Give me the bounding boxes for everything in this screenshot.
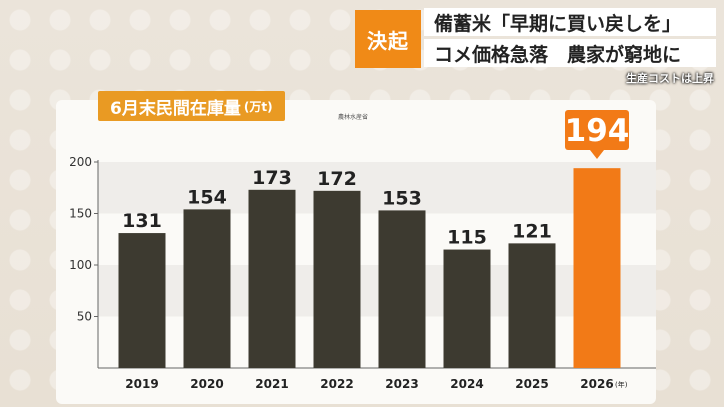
grid-band	[98, 162, 656, 214]
data-label-highlight: 194	[565, 113, 630, 149]
data-label: 153	[382, 187, 422, 209]
headline-line-1: 備蓄米「早期に買い戻しを」	[424, 8, 716, 36]
y-tick-label: 150	[69, 207, 92, 221]
data-label: 131	[122, 210, 162, 232]
x-tick-label: 2021	[255, 377, 288, 391]
callout-box	[565, 110, 629, 150]
y-tick-label: 50	[77, 310, 92, 324]
bar	[118, 233, 166, 368]
data-label: 172	[317, 168, 357, 190]
x-axis: 2019 2020 2021 2022 2023 2024 2025 2026 (年)	[125, 377, 627, 391]
grid-bands	[98, 162, 656, 317]
data-labels: 131 154 173 172 153 115 121	[122, 167, 552, 249]
bar	[248, 189, 296, 368]
headline-line-2: コメ価格急落 農家が窮地に	[424, 39, 716, 67]
data-label: 154	[187, 186, 227, 208]
bar	[313, 190, 361, 368]
chart-title: 6月末民間在庫量 (万t)	[98, 91, 285, 121]
grid-band	[98, 265, 656, 317]
bar	[378, 210, 426, 368]
headline-tag: 決起	[355, 10, 421, 68]
x-tick-label: 2019	[125, 377, 158, 391]
x-tick-label: 2025	[515, 377, 548, 391]
x-tick-label: 2020	[190, 377, 223, 391]
x-tick-label: 2022	[320, 377, 353, 391]
data-label: 115	[447, 227, 487, 249]
bar-highlight	[573, 168, 621, 368]
y-tick-label: 200	[69, 155, 92, 169]
bar	[508, 243, 556, 368]
headline-subtext: 生産コストは上昇	[626, 72, 714, 85]
chart-title-text: 6月末民間在庫量	[110, 98, 241, 119]
data-label: 173	[252, 167, 292, 189]
chart-title-unit: (万t)	[243, 99, 273, 114]
x-axis-unit: (年)	[615, 380, 628, 389]
bar	[443, 249, 491, 368]
x-tick-label: 2023	[385, 377, 418, 391]
callout-pointer	[590, 150, 604, 159]
x-tick-label: 2024	[450, 377, 483, 391]
y-tick-label: 100	[69, 258, 92, 272]
bars	[118, 168, 621, 368]
bar	[183, 209, 231, 368]
highlight-callout: 194	[565, 110, 630, 159]
chart-source: 農林水産省	[338, 114, 369, 121]
x-tick-label: 2026	[580, 377, 613, 391]
data-label: 121	[512, 220, 552, 242]
